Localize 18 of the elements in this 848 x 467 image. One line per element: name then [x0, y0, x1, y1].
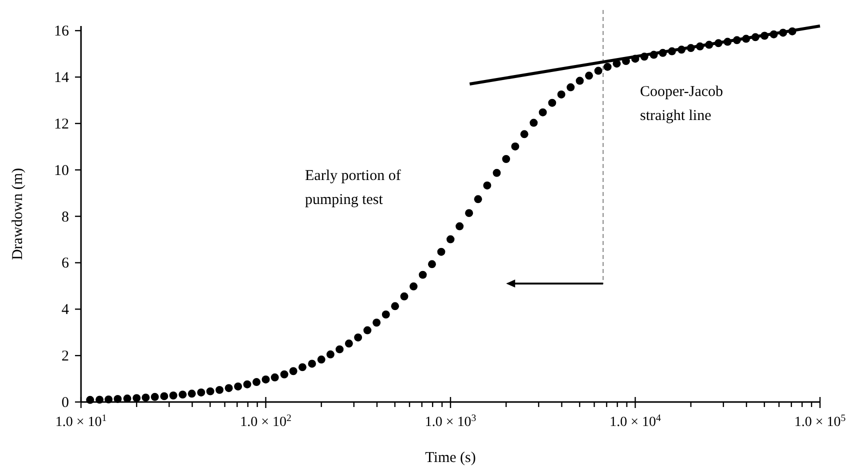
annotation: Cooper-Jacob straight line [640, 84, 724, 124]
y-tick-label: 8 [62, 209, 69, 226]
x-tick-label: 1.0 × 10$^{1}$ [55, 412, 107, 430]
x-axis-title: Time (s) [425, 450, 476, 466]
y-tick-label: 14 [54, 70, 70, 86]
x-tick-label: 1.0 × 10$^{5}$ [794, 412, 846, 430]
y-axis-title: Drawdown (m) [10, 168, 26, 260]
annotation: Early portion of pumping test [305, 168, 401, 208]
y-tick-label: 2 [62, 348, 69, 365]
y-tick-label: 6 [62, 256, 70, 272]
x-tick-label: 1.0 × 10$^{3}$ [424, 412, 476, 430]
y-tick-label: 16 [54, 24, 70, 40]
y-tick-label: 4 [62, 302, 70, 318]
y-tick-label: 12 [54, 116, 69, 132]
y-tick-label: 10 [54, 162, 69, 179]
x-tick-label: 1.0 × 10$^{2}$ [240, 412, 292, 430]
y-tick-label: 0 [62, 395, 69, 411]
x-tick-label: 1.0 × 10$^{4}$ [610, 412, 661, 430]
